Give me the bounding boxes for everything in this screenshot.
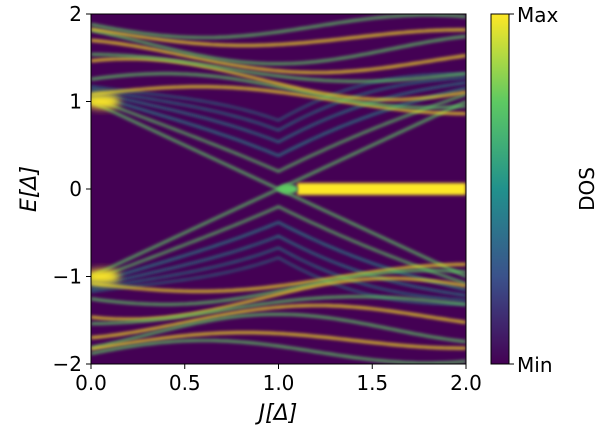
colorbar: Max Min DOS [490, 3, 599, 377]
dos-band-inner [91, 81, 466, 143]
zero-mode-onset [277, 184, 298, 194]
dos-band-inner [91, 87, 466, 157]
colorbar-min-label: Min [517, 353, 553, 377]
colorbar-label: DOS [575, 167, 599, 211]
dos-band-outer [91, 277, 466, 321]
x-tick-label: 1.5 [356, 371, 388, 395]
dos-band-outer [91, 269, 466, 306]
dos-band-outer [91, 263, 466, 293]
dos-band-outer [91, 304, 466, 339]
dos-band-inner [91, 73, 466, 122]
dos-band-outer [91, 27, 466, 47]
colorbar-max-label: Max [517, 3, 559, 27]
y-tick-label: 2 [69, 2, 82, 26]
x-axis: 0.0 0.5 1.0 1.5 2.0 [75, 364, 482, 395]
y-tick-label: 0 [69, 177, 82, 201]
dos-band-outer [91, 72, 466, 109]
dos-band-outer [91, 14, 466, 39]
x-tick-label: 0.5 [169, 371, 201, 395]
dos-band-inner [91, 246, 466, 301]
y-axis-label: E[Δ] [17, 166, 42, 212]
dos-band-inner [91, 77, 466, 132]
dos-band-outer [91, 313, 466, 349]
dos-band-outer [91, 39, 466, 74]
dos-band-inner [91, 256, 466, 305]
dos-band-outer [91, 295, 466, 325]
colorbar-gradient [490, 13, 510, 365]
y-tick-label: −2 [53, 352, 82, 376]
dos-band-inner [91, 235, 466, 297]
gap-edge-peak [91, 269, 121, 284]
dos-band-outer [91, 331, 466, 351]
x-tick-label: 2.0 [450, 371, 482, 395]
dos-band-inner [91, 221, 466, 291]
y-tick-label: −1 [53, 265, 82, 289]
dos-band-outer [91, 53, 466, 83]
dos-band-outer [91, 57, 466, 101]
y-tick-label: 1 [69, 90, 82, 114]
plot-area [90, 13, 467, 365]
dos-band-outer [91, 29, 466, 65]
y-axis: −2 −1 0 1 2 [53, 2, 91, 376]
x-axis-label: J[Δ] [255, 401, 298, 426]
x-tick-label: 0.0 [75, 371, 107, 395]
gap-edge-peak [91, 94, 121, 109]
dos-band-inner [91, 205, 466, 285]
zero-mode-band [297, 183, 466, 195]
dos-band-inner [91, 93, 466, 173]
dos-bands [91, 14, 466, 364]
x-tick-label: 1.0 [263, 371, 295, 395]
dos-band-outer [91, 85, 466, 115]
dos-band-outer [91, 339, 466, 364]
